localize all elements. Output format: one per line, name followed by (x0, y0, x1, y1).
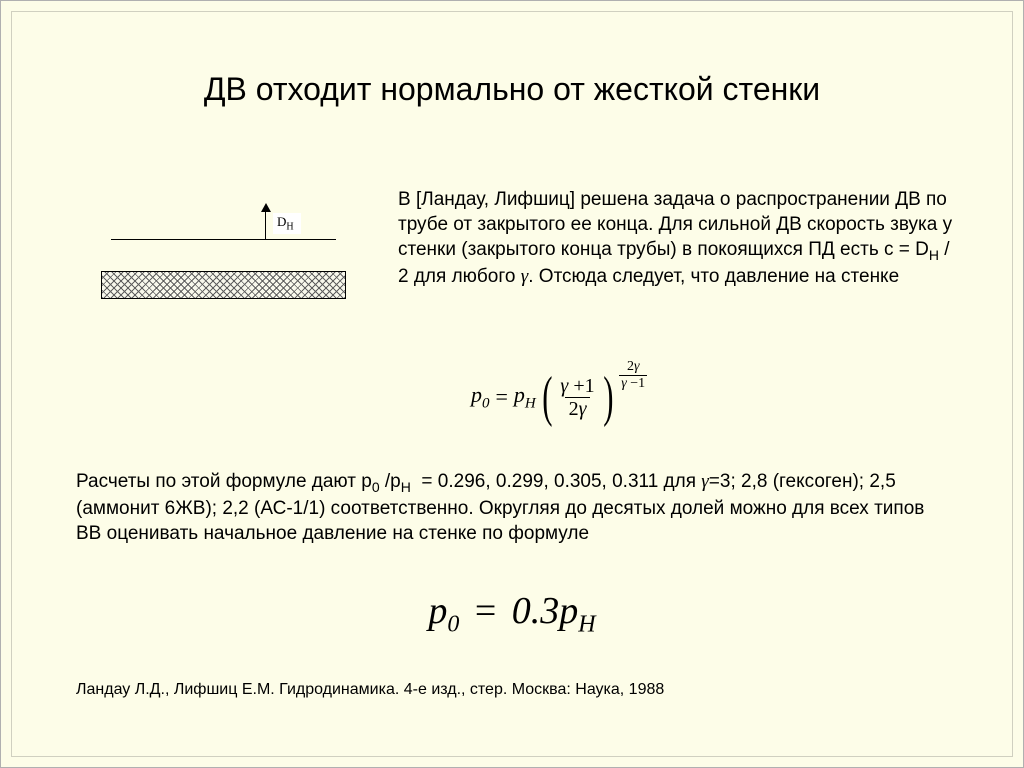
slide-frame: ДВ отходит нормально от жесткой стенки D… (0, 0, 1024, 768)
formula2-lhs: p0 (428, 590, 459, 632)
formula1-fraction: γ +1 2γ (556, 375, 598, 420)
formula2-rhs: 0.3pH (512, 590, 596, 632)
formula1-coeff: pH (514, 382, 536, 412)
paragraph-2: Расчеты по этой формуле дают p0 /pH = 0.… (76, 469, 953, 546)
equals-sign: = (490, 384, 514, 410)
diagram: DH (101, 201, 351, 311)
formula1-paren-group: ( γ +1 2γ ) (538, 369, 617, 425)
diagram-hatched-bar (101, 271, 346, 299)
formula-pressure-ratio: p0 = pH ( γ +1 2γ ) 2γ γ −1 (471, 369, 647, 425)
formula2-eq: = (469, 590, 502, 632)
citation: Ландау Л.Д., Лифшиц Е.М. Гидродинамика. … (76, 681, 664, 699)
paragraph-1: В [Ландау, Лифшиц] решена задача о распр… (398, 187, 953, 290)
slide-title: ДВ отходит нормально от жесткой стенки (1, 71, 1023, 108)
formula-approx: p0 = 0.3pH (1, 589, 1023, 639)
formula1-exponent: 2γ γ −1 (619, 359, 647, 391)
diagram-line (111, 239, 336, 240)
formula1-lhs: p0 (471, 382, 490, 412)
diagram-label: DH (273, 213, 301, 234)
